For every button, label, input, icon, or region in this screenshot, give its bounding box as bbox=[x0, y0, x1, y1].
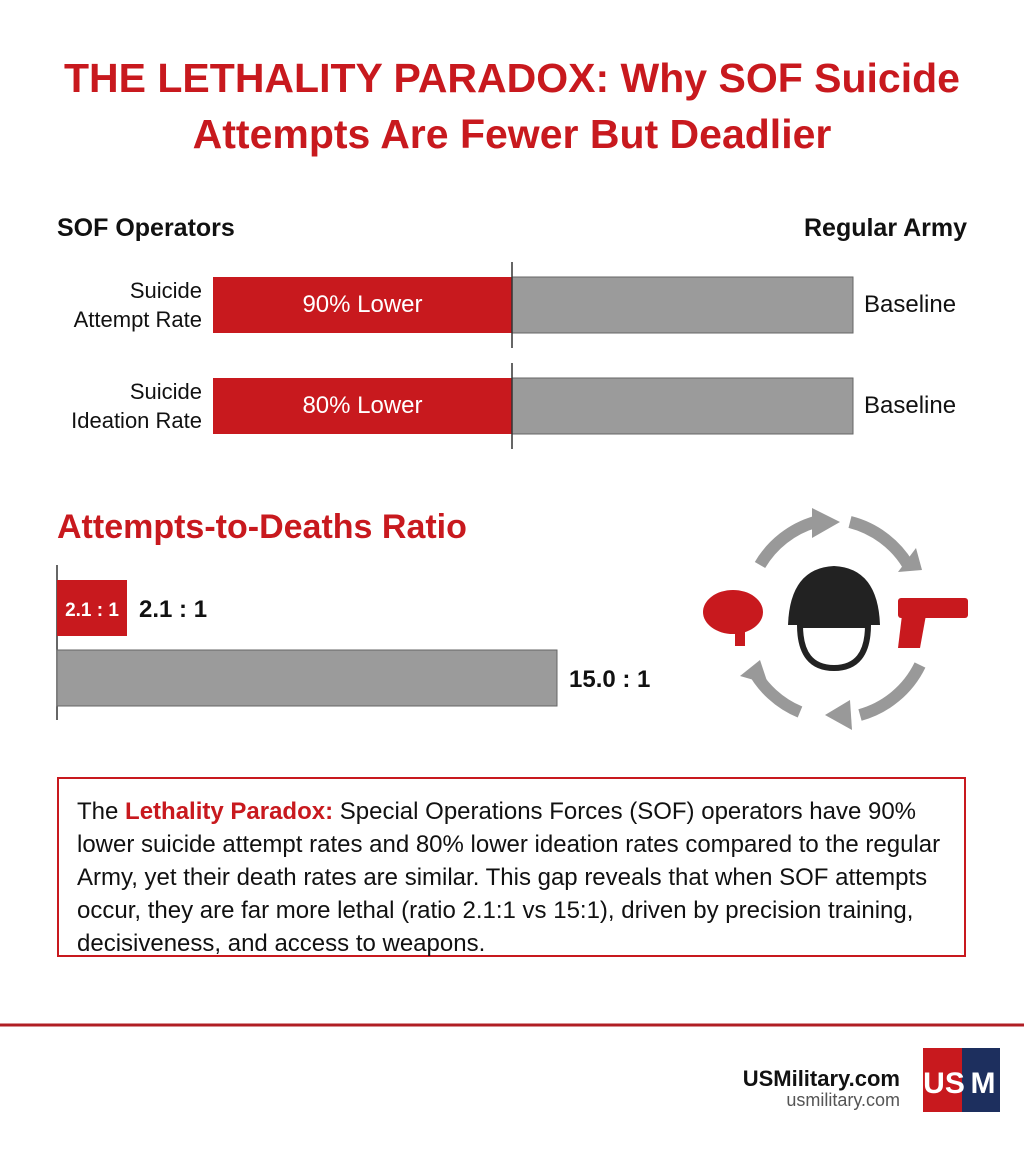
url: usmilitary.com bbox=[786, 1090, 900, 1110]
note-lead: The bbox=[77, 798, 119, 825]
army-bar bbox=[511, 377, 854, 435]
brand: USMilitary.com bbox=[742, 1066, 900, 1091]
arrow-heads bbox=[740, 508, 922, 730]
chart-title: Attempts-to-Deaths Ratio bbox=[57, 508, 467, 546]
note-text: Special Operations Forces (SOF) operator… bbox=[77, 798, 941, 957]
army-bar bbox=[511, 276, 854, 334]
row-label-text: Suicide Attempt Rate bbox=[73, 278, 202, 332]
value-label: 15.0 : 1 bbox=[569, 666, 650, 693]
bar bbox=[56, 649, 558, 707]
logo-text: US bbox=[923, 1067, 965, 1100]
army-value: Baseline bbox=[864, 291, 957, 318]
bar-inner-label: 2.1 : 1 bbox=[65, 600, 119, 621]
logo-right bbox=[962, 1048, 1000, 1112]
bar bbox=[57, 580, 127, 636]
army-value: Baseline bbox=[864, 392, 957, 419]
sof-bar bbox=[213, 277, 512, 333]
sof-value: 90% Lower bbox=[302, 291, 423, 318]
row-label-text: Suicide Ideation Rate bbox=[71, 379, 202, 433]
row-label: Suicide Ideation Rate bbox=[40, 377, 202, 435]
note-highlight: Lethality Paradox: bbox=[125, 798, 334, 825]
sof-header: SOF Operators bbox=[57, 214, 235, 242]
row-label: Suicide Attempt Rate bbox=[40, 276, 202, 334]
ratio-chart: 2.1 : 1 2.1 : 1 15.0 : 1 bbox=[56, 565, 650, 720]
brain-icon bbox=[703, 590, 763, 646]
title: THE LETHALITY PARADOX: Why SOF Suicide A… bbox=[64, 55, 960, 157]
logo-text: M bbox=[971, 1067, 996, 1100]
helmet-icon bbox=[788, 566, 880, 672]
army-header: Regular Army bbox=[803, 214, 967, 242]
value-label: 2.1 : 1 bbox=[139, 596, 207, 623]
note-box: The Lethality Paradox: Special Operation… bbox=[57, 777, 966, 957]
sof-bar bbox=[213, 378, 512, 434]
cycle-icon bbox=[746, 516, 926, 721]
gun-icon bbox=[898, 598, 968, 648]
sof-value: 80% Lower bbox=[302, 392, 423, 419]
